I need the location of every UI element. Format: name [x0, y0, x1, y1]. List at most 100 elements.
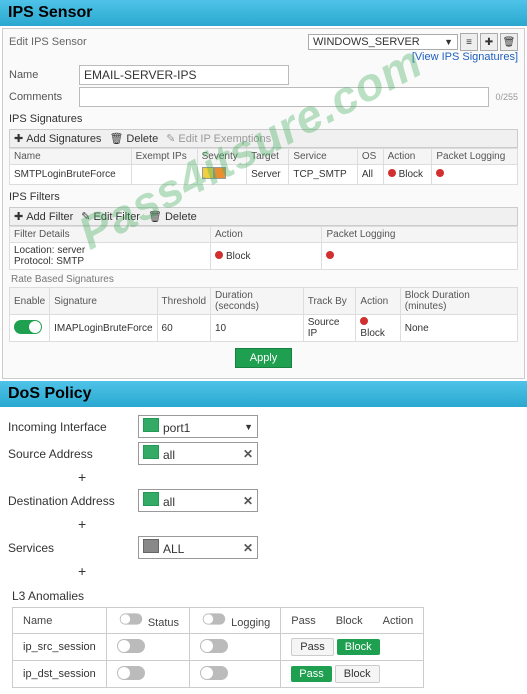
rate-track: Source IP [303, 315, 356, 342]
acol-action: Action [373, 608, 424, 634]
services-field[interactable]: ALL ✕ [138, 536, 258, 559]
pass-button[interactable]: Pass [291, 666, 331, 682]
view-ips-signatures-link[interactable]: [View IPS Signatures] [412, 51, 518, 63]
incoming-value: port1 [163, 421, 190, 435]
col-name: Name [10, 149, 132, 165]
col-severity: Severity [197, 149, 247, 165]
block-button[interactable]: Block [335, 665, 380, 683]
rcol-duration: Duration (seconds) [211, 288, 304, 315]
dos-header: DoS Policy [0, 381, 527, 407]
toggle-off-icon[interactable] [200, 639, 228, 653]
close-icon[interactable]: ✕ [243, 447, 253, 461]
sig-toolbar: ✚ Add Signatures 🗑 Delete ✎ Edit IP Exem… [9, 129, 518, 148]
anom-row: ip_src_session Pass Block [13, 634, 424, 661]
toggle-off-icon[interactable] [117, 666, 145, 680]
col-os: OS [357, 149, 383, 165]
filters-toolbar: ✚ Add Filter ✎ Edit Filter 🗑 Delete [9, 207, 518, 226]
acol-name: Name [13, 608, 107, 634]
close-icon[interactable]: ✕ [243, 541, 253, 555]
comments-field[interactable] [79, 87, 489, 107]
name-label: Name [9, 69, 79, 81]
add-source-button[interactable]: + [78, 469, 519, 485]
dest-address-label: Destination Address [8, 494, 138, 508]
rate-threshold: 60 [157, 315, 210, 342]
filter-row[interactable]: Location: server Protocol: SMTP Block [10, 243, 518, 270]
add-service-button[interactable]: + [78, 563, 519, 579]
apply-button[interactable]: Apply [235, 348, 293, 368]
addr-icon [143, 445, 159, 459]
rcol-sig: Signature [50, 288, 157, 315]
anomalies-table: Name Status Logging Pass Block Action ip… [12, 607, 424, 688]
source-value: all [163, 448, 175, 462]
edit-ips-panel: Edit IPS Sensor WINDOWS_SERVER ▼ ≡ ✚ 🗑 [… [2, 28, 525, 379]
delete-icon[interactable]: 🗑 [500, 33, 518, 51]
filters-table: Filter Details Action Packet Logging Loc… [9, 226, 518, 270]
dest-value: all [163, 495, 175, 509]
rcol-blockdur: Block Duration (minutes) [400, 288, 517, 315]
close-icon[interactable]: ✕ [243, 494, 253, 508]
rcol-threshold: Threshold [157, 288, 210, 315]
edit-filter-button[interactable]: ✎ Edit Filter [81, 210, 140, 223]
services-label: Services [8, 541, 138, 555]
delete-signatures-label: Delete [126, 133, 158, 145]
anom-logging[interactable] [190, 634, 281, 661]
edit-exemptions-button[interactable]: ✎ Edit IP Exemptions [166, 132, 271, 145]
ips-filters-title: IPS Filters [9, 191, 518, 203]
profile-select[interactable]: WINDOWS_SERVER ▼ [308, 34, 458, 50]
acol-logging: Logging [190, 608, 281, 634]
col-service: Service [289, 149, 357, 165]
block-button[interactable]: Block [337, 639, 380, 655]
name-field[interactable]: EMAIL-SERVER-IPS [79, 65, 289, 85]
rate-row[interactable]: IMAPLoginBruteForce 60 10 Source IP Bloc… [10, 315, 518, 342]
dest-address-field[interactable]: all ✕ [138, 489, 258, 512]
add-icon[interactable]: ✚ [480, 33, 498, 51]
pass-button[interactable]: Pass [291, 638, 333, 656]
ips-signatures-title: IPS Signatures [9, 113, 518, 125]
fcol-action: Action [211, 227, 322, 243]
source-address-label: Source Address [8, 447, 138, 461]
add-signatures-button[interactable]: ✚ Add Signatures [14, 132, 101, 145]
add-filter-label: Add Filter [26, 211, 73, 223]
list-icon[interactable]: ≡ [460, 33, 478, 51]
anom-logging[interactable] [190, 661, 281, 688]
col-logging: Packet Logging [432, 149, 518, 165]
filter-logging [322, 243, 518, 270]
anom-action-cell: Pass Block [281, 661, 424, 688]
comments-counter: 0/255 [495, 92, 518, 102]
filter-action: Block [211, 243, 322, 270]
toggle-off-icon[interactable] [200, 666, 228, 680]
delete-filter-button[interactable]: 🗑 Delete [148, 210, 197, 223]
addr-icon [143, 492, 159, 506]
comments-label: Comments [9, 91, 79, 103]
toggle-on-icon[interactable] [14, 320, 42, 334]
chevron-down-icon: ▼ [444, 37, 453, 47]
source-address-field[interactable]: all ✕ [138, 442, 258, 465]
sig-severity [197, 165, 247, 185]
add-dest-button[interactable]: + [78, 516, 519, 532]
service-icon [143, 539, 159, 553]
rate-action: Block [356, 315, 400, 342]
rate-duration: 10 [211, 315, 304, 342]
fcol-logging: Packet Logging [322, 227, 518, 243]
anom-status[interactable] [106, 634, 189, 661]
rate-based-title: Rate Based Signatures [11, 274, 516, 285]
toggle-off-icon[interactable] [117, 639, 145, 653]
incoming-interface-select[interactable]: port1 ▼ [138, 415, 258, 438]
incoming-interface-label: Incoming Interface [8, 420, 138, 434]
table-row[interactable]: SMTPLoginBruteForce Server TCP_SMTP All … [10, 165, 518, 185]
add-filter-button[interactable]: ✚ Add Filter [14, 210, 73, 223]
sig-service: TCP_SMTP [289, 165, 357, 185]
toggle-icon [203, 613, 225, 624]
rate-enable[interactable] [10, 315, 50, 342]
acol-block: Block [326, 608, 373, 634]
chevron-down-icon: ▼ [244, 422, 253, 432]
edit-exemptions-label: Edit IP Exemptions [178, 133, 271, 145]
rcol-action: Action [356, 288, 400, 315]
l3-anomalies-title: L3 Anomalies [12, 589, 515, 603]
delete-signatures-button[interactable]: 🗑 Delete [109, 132, 158, 145]
edit-filter-label: Edit Filter [94, 211, 140, 223]
sig-os: All [357, 165, 383, 185]
col-target: Target [247, 149, 289, 165]
anom-name: ip_src_session [13, 634, 107, 661]
anom-status[interactable] [106, 661, 189, 688]
